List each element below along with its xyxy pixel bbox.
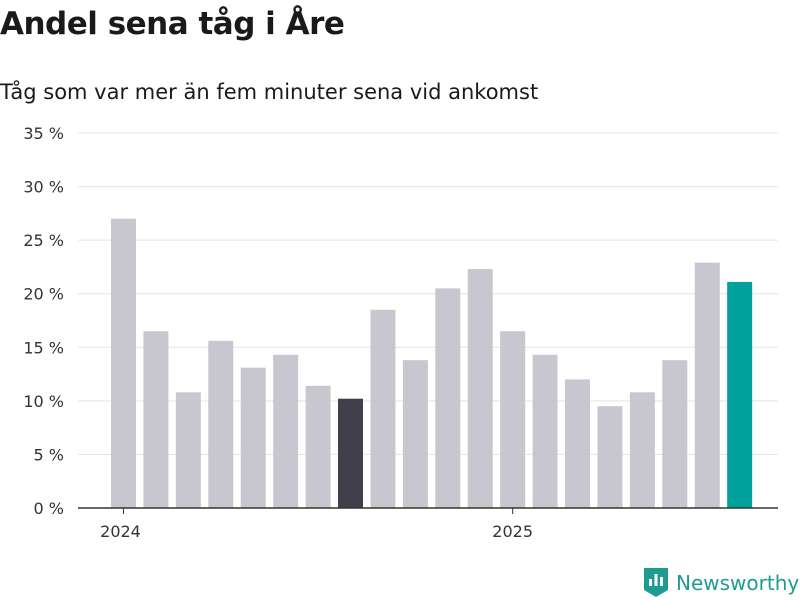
brand-name: Newsworthy	[676, 571, 800, 595]
brand-logo: Newsworthy	[644, 568, 799, 598]
y-tick-label: 0 %	[34, 499, 64, 518]
bar	[208, 340, 234, 508]
y-tick-label: 35 %	[23, 124, 64, 143]
bar-chart: 0 % 5 % 10 % 15 % 20 % 25 % 30 % 35 % 2024 2025	[23, 124, 778, 541]
bar	[662, 360, 688, 508]
bar	[370, 309, 396, 508]
bar	[240, 367, 266, 508]
bar	[402, 360, 428, 508]
bar	[143, 331, 169, 508]
y-tick-label: 5 %	[34, 445, 64, 464]
bar	[629, 392, 655, 508]
bar	[111, 218, 136, 508]
y-tick-label: 20 %	[23, 285, 64, 304]
y-tick-label: 15 %	[23, 338, 64, 357]
bar	[532, 354, 558, 508]
x-tick-label: 2025	[492, 522, 533, 541]
bar	[273, 354, 299, 508]
bar	[338, 398, 364, 508]
bar	[305, 385, 331, 508]
bar	[435, 288, 461, 508]
bar	[694, 262, 720, 508]
bar	[727, 281, 753, 508]
y-tick-label: 25 %	[23, 231, 64, 250]
chart-title: Andel sena tåg i Åre	[0, 6, 345, 42]
bar	[175, 392, 201, 508]
y-tick-label: 10 %	[23, 392, 64, 411]
bar	[565, 379, 591, 508]
x-tick-label: 2024	[100, 522, 141, 541]
bar	[467, 269, 493, 508]
bar	[500, 331, 526, 508]
chart-subtitle: Tåg som var mer än fem minuter sena vid …	[0, 80, 539, 104]
y-tick-label: 30 %	[23, 178, 64, 197]
bar	[597, 406, 623, 508]
newsworthy-logo-icon	[644, 568, 668, 597]
